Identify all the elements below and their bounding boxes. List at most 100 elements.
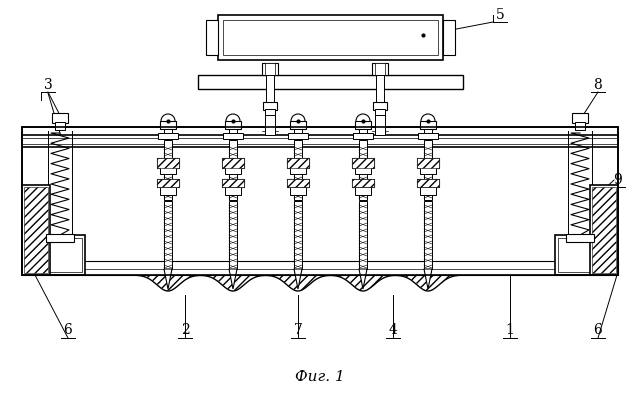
Bar bbox=[572, 113, 588, 123]
Bar bbox=[22, 127, 618, 275]
Bar bbox=[359, 140, 367, 200]
Text: 9: 9 bbox=[614, 173, 622, 187]
Bar bbox=[35, 235, 85, 275]
Bar bbox=[566, 234, 594, 242]
Bar bbox=[160, 121, 176, 129]
Bar bbox=[157, 158, 179, 168]
Bar bbox=[372, 63, 388, 75]
Text: 3: 3 bbox=[44, 78, 52, 92]
Text: 4: 4 bbox=[388, 323, 397, 337]
Polygon shape bbox=[229, 269, 237, 289]
Bar bbox=[160, 187, 176, 195]
Circle shape bbox=[161, 114, 175, 128]
Polygon shape bbox=[359, 269, 367, 289]
Bar bbox=[198, 75, 463, 89]
Circle shape bbox=[291, 114, 305, 128]
Text: 5: 5 bbox=[495, 8, 504, 22]
Bar bbox=[158, 133, 178, 139]
Bar bbox=[359, 201, 367, 269]
Bar bbox=[420, 167, 436, 174]
Bar bbox=[164, 140, 172, 200]
Bar bbox=[229, 129, 237, 135]
Bar bbox=[287, 158, 309, 168]
Text: 8: 8 bbox=[594, 78, 602, 92]
Bar bbox=[375, 109, 385, 117]
Text: 2: 2 bbox=[180, 323, 189, 337]
Bar bbox=[294, 201, 302, 269]
Bar bbox=[225, 121, 241, 129]
Bar bbox=[424, 140, 432, 200]
Text: 6: 6 bbox=[594, 323, 602, 337]
Bar bbox=[206, 20, 218, 55]
Bar bbox=[265, 63, 275, 75]
Bar bbox=[55, 122, 65, 130]
Bar bbox=[22, 261, 618, 275]
Bar bbox=[287, 158, 309, 168]
Text: 1: 1 bbox=[506, 323, 515, 337]
Bar bbox=[24, 187, 48, 273]
Bar bbox=[558, 238, 602, 272]
Bar bbox=[420, 121, 436, 129]
Bar bbox=[287, 179, 309, 187]
Bar bbox=[590, 185, 618, 275]
Bar bbox=[157, 179, 179, 187]
Bar bbox=[424, 129, 432, 135]
Bar bbox=[265, 115, 275, 135]
Bar bbox=[375, 115, 385, 135]
Bar bbox=[52, 113, 68, 123]
Bar bbox=[592, 187, 616, 273]
Bar bbox=[22, 185, 50, 275]
Bar bbox=[290, 187, 306, 195]
Bar bbox=[417, 158, 439, 168]
Polygon shape bbox=[294, 269, 302, 289]
Bar bbox=[352, 179, 374, 187]
Bar bbox=[263, 102, 277, 110]
Bar bbox=[223, 133, 243, 139]
Bar bbox=[222, 179, 244, 187]
Bar bbox=[288, 133, 308, 139]
Bar bbox=[418, 133, 438, 139]
Bar bbox=[376, 75, 384, 105]
Bar bbox=[417, 179, 439, 187]
Bar bbox=[157, 158, 179, 168]
Bar bbox=[266, 75, 274, 105]
Bar bbox=[160, 167, 176, 174]
Circle shape bbox=[421, 114, 435, 128]
Bar bbox=[22, 135, 618, 147]
Bar bbox=[229, 201, 237, 269]
Bar bbox=[265, 109, 275, 117]
Bar bbox=[157, 179, 179, 187]
Bar bbox=[290, 121, 306, 129]
Bar bbox=[355, 187, 371, 195]
Bar bbox=[375, 63, 385, 75]
Bar bbox=[353, 133, 373, 139]
Bar bbox=[355, 167, 371, 174]
Bar bbox=[417, 179, 439, 187]
Bar bbox=[22, 127, 618, 275]
Bar bbox=[223, 20, 438, 55]
Bar bbox=[222, 158, 244, 168]
Bar bbox=[555, 235, 605, 275]
Bar bbox=[218, 15, 443, 60]
Bar bbox=[225, 187, 241, 195]
Bar bbox=[262, 63, 278, 75]
Polygon shape bbox=[424, 269, 432, 289]
Bar bbox=[22, 275, 618, 385]
Bar bbox=[46, 234, 74, 242]
Bar bbox=[225, 167, 241, 174]
Polygon shape bbox=[164, 269, 172, 289]
Text: 6: 6 bbox=[63, 323, 72, 337]
Bar bbox=[38, 238, 82, 272]
Bar bbox=[222, 158, 244, 168]
Text: 7: 7 bbox=[294, 323, 303, 337]
Bar bbox=[359, 129, 367, 135]
Bar bbox=[294, 140, 302, 200]
Bar bbox=[355, 121, 371, 129]
Bar bbox=[424, 201, 432, 269]
Bar bbox=[352, 179, 374, 187]
Text: Фиг. 1: Фиг. 1 bbox=[295, 370, 345, 384]
Bar bbox=[352, 158, 374, 168]
Bar bbox=[222, 179, 244, 187]
Bar bbox=[443, 20, 455, 55]
Bar bbox=[164, 201, 172, 269]
